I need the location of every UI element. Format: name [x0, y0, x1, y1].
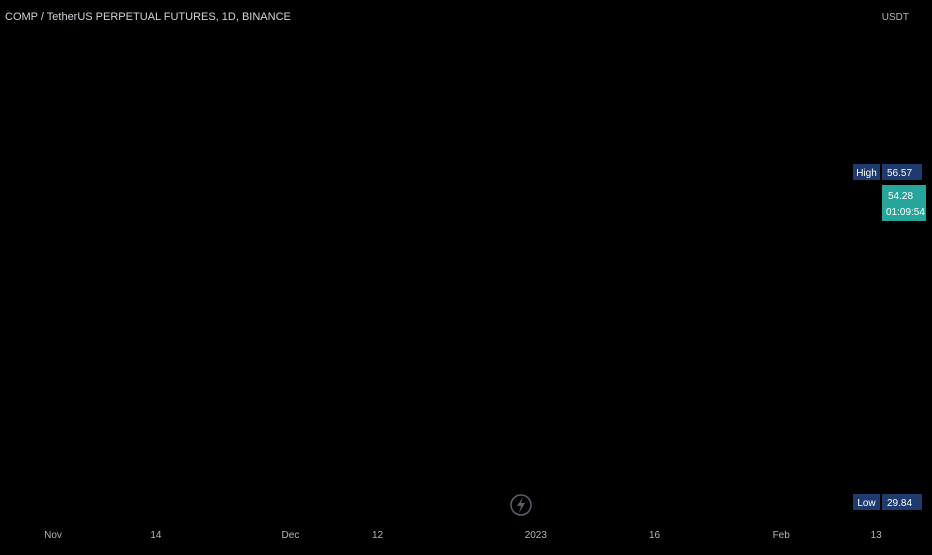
low-tag: Low 29.84 — [853, 494, 922, 510]
currency-label: USDT — [882, 12, 909, 23]
x-tick-label: Nov — [44, 530, 62, 541]
last-price-tag: 54.28 01:09:54 — [882, 185, 926, 221]
x-tick-label: Dec — [282, 530, 300, 541]
x-tick-label: 13 — [871, 530, 883, 541]
x-tick-label: 14 — [150, 530, 162, 541]
low-tag-label: Low — [857, 498, 876, 509]
low-tag-value: 29.84 — [887, 498, 912, 509]
x-tick-label: Feb — [773, 530, 791, 541]
chart-title: COMP / TetherUS PERPETUAL FUTURES, 1D, B… — [5, 11, 291, 23]
x-tick-label: 12 — [372, 530, 384, 541]
lightning-icon[interactable] — [510, 494, 532, 516]
countdown-value: 01:09:54 — [886, 207, 925, 218]
high-tag-label: High — [856, 168, 877, 179]
high-tag: High 56.57 — [853, 164, 922, 180]
x-tick-label: 16 — [649, 530, 661, 541]
x-tick-label: 2023 — [525, 530, 548, 541]
last-price-value: 54.28 — [888, 191, 913, 202]
high-tag-value: 56.57 — [887, 168, 912, 179]
